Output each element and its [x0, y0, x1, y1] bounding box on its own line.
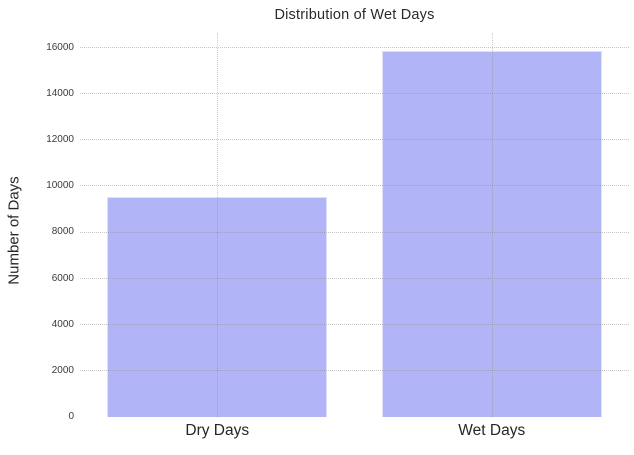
chart-title: Distribution of Wet Days	[274, 7, 435, 23]
y-tick-label: 2000	[51, 364, 74, 376]
horizontal-gridline	[80, 93, 629, 95]
y-tick-label: 14000	[46, 88, 74, 100]
horizontal-gridline	[80, 369, 629, 371]
x-tick-label: Wet Days	[458, 422, 526, 439]
vertical-gridline	[491, 33, 493, 417]
y-tick-label: 8000	[51, 226, 74, 238]
y-tick-label: 12000	[46, 134, 74, 146]
y-tick-label: 4000	[51, 318, 74, 330]
horizontal-gridline	[80, 185, 629, 187]
bar-wet-days	[381, 51, 602, 417]
horizontal-gridline	[80, 231, 629, 233]
horizontal-gridline	[80, 277, 629, 279]
y-tick-label: 6000	[51, 272, 74, 284]
vertical-gridline	[217, 33, 219, 417]
bar-dry-days	[107, 196, 328, 417]
y-tick-label: 0	[68, 411, 74, 422]
horizontal-gridline	[80, 323, 629, 325]
x-tick-label: Dry Days	[185, 422, 250, 439]
y-tick-label: 16000	[46, 41, 74, 53]
plot-area	[80, 33, 629, 417]
horizontal-gridline	[80, 47, 629, 48]
y-tick-label: 10000	[46, 180, 74, 192]
horizontal-gridline	[80, 139, 629, 141]
